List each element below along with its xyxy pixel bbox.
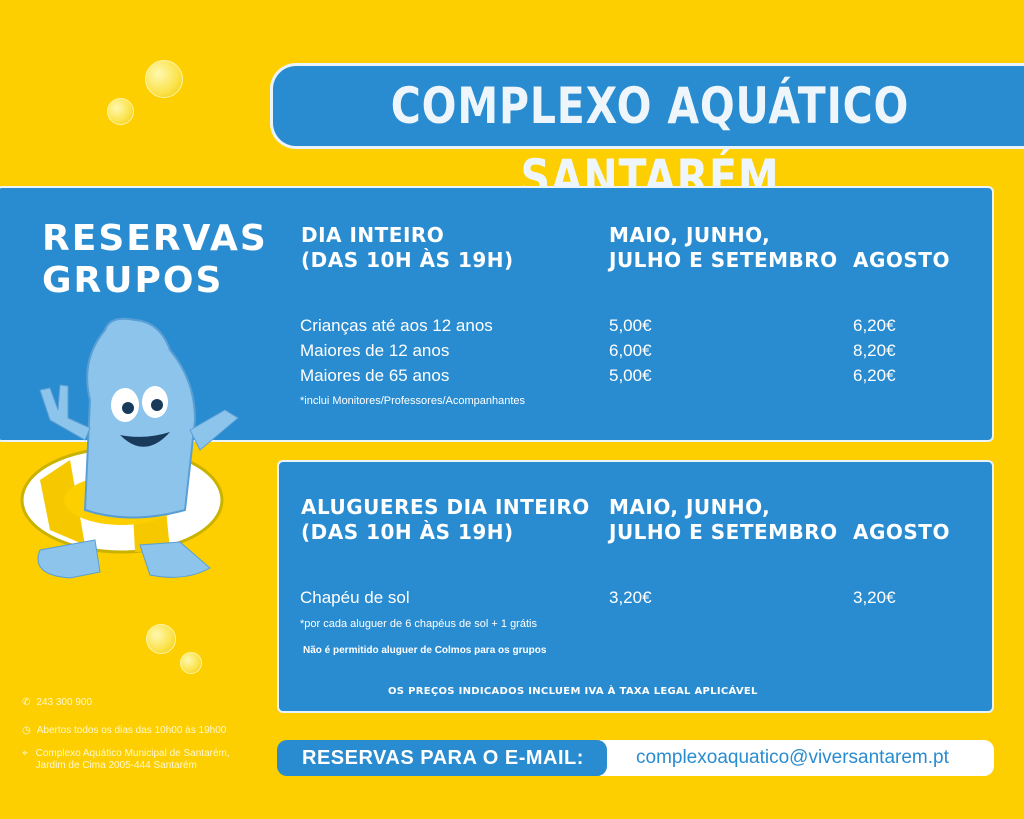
price-august: 8,20€ — [853, 341, 896, 360]
table-row: Maiores de 65 anos 5,00€ 6,20€ — [300, 363, 920, 388]
tickets-table: Crianças até aos 12 anos 5,00€ 6,20€ Maior… — [300, 313, 920, 388]
header-line: MAIO, JUNHO, — [609, 223, 771, 247]
bubble-decoration — [146, 624, 176, 654]
bubble-decoration — [145, 60, 183, 98]
phone-icon: ✆ — [22, 697, 31, 708]
rentals-col-header-period: ALUGUERES DIA INTEIRO (DAS 10H ÀS 19H) — [301, 495, 590, 545]
colmos-warning: Não é permitido aluguer de Colmos para o… — [303, 645, 547, 656]
contact-address: ⌖ Complexo Aquático Municipal de Santaré… — [22, 748, 230, 772]
header-line: JULHO E SETEMBRO — [609, 520, 838, 544]
rentals-panel — [277, 460, 994, 713]
table-row: Chapéu de sol 3,20€ 3,20€ — [300, 585, 920, 610]
mascot-illustration — [20, 317, 239, 579]
bubble-decoration — [180, 652, 202, 674]
price-august: 6,20€ — [853, 366, 896, 385]
email-label: RESERVAS PARA O E-MAIL: — [277, 740, 607, 776]
row-label: Chapéu de sol — [300, 588, 410, 607]
price-august: 6,20€ — [853, 316, 896, 335]
tickets-col-header-may-sep: MAIO, JUNHO, JULHO E SETEMBRO — [609, 223, 838, 273]
contact-hours: ◷ Abertos todos os dias das 10h00 às 19h0… — [22, 720, 226, 738]
heading-line: GRUPOS — [42, 260, 224, 301]
row-label: Maiores de 65 anos — [300, 366, 450, 385]
email-address[interactable]: complexoaquatico@viversantarem.pt — [600, 740, 994, 776]
tickets-note: *inclui Monitores/Professores/Acompanhan… — [300, 395, 526, 407]
table-row: Crianças até aos 12 anos 5,00€ 6,20€ — [300, 313, 920, 338]
price-august: 3,20€ — [853, 588, 896, 607]
reservas-heading: RESERVAS GRUPOS — [42, 218, 268, 302]
contact-phone: ✆ 243 300 900 — [22, 692, 92, 710]
price-may-sep: 5,00€ — [609, 316, 652, 335]
table-row: Maiores de 12 anos 6,00€ 8,20€ — [300, 338, 920, 363]
tickets-col-header-period: DIA INTEIRO (DAS 10H ÀS 19H) — [301, 223, 514, 273]
header-line: (DAS 10H ÀS 19H) — [301, 248, 514, 272]
heading-line: RESERVAS — [42, 218, 268, 259]
header-line: MAIO, JUNHO, — [609, 495, 771, 519]
header-line: ALUGUERES DIA INTEIRO — [301, 495, 590, 519]
header-line: DIA INTEIRO — [301, 223, 445, 247]
header-line: JULHO E SETEMBRO — [609, 248, 838, 272]
rentals-col-header-august: AGOSTO — [853, 520, 950, 544]
price-may-sep: 3,20€ — [609, 588, 652, 607]
title-banner — [270, 63, 1024, 149]
row-label: Crianças até aos 12 anos — [300, 316, 493, 335]
row-label: Maiores de 12 anos — [300, 341, 450, 360]
location-pin-icon: ⌖ — [22, 748, 28, 759]
clock-icon: ◷ — [22, 725, 31, 736]
bubble-decoration — [107, 98, 134, 125]
address-line: Complexo Aquático Municipal de Santarém, — [35, 748, 230, 759]
tickets-col-header-august: AGOSTO — [853, 248, 950, 272]
price-may-sep: 6,00€ — [609, 341, 652, 360]
vat-notice: OS PREÇOS INDICADOS INCLUEM IVA À TAXA L… — [388, 686, 758, 697]
header-line: (DAS 10H ÀS 19H) — [301, 520, 514, 544]
address-line: Jardim de Cima 2005-444 Santarém — [35, 760, 197, 771]
hours-text: Abertos todos os dias das 10h00 às 19h00 — [36, 725, 227, 736]
rentals-note: *por cada aluguer de 6 chapéus de sol + … — [300, 618, 537, 630]
phone-text: 243 300 900 — [36, 697, 93, 708]
price-may-sep: 5,00€ — [609, 366, 652, 385]
rentals-col-header-may-sep: MAIO, JUNHO, JULHO E SETEMBRO — [609, 495, 838, 545]
